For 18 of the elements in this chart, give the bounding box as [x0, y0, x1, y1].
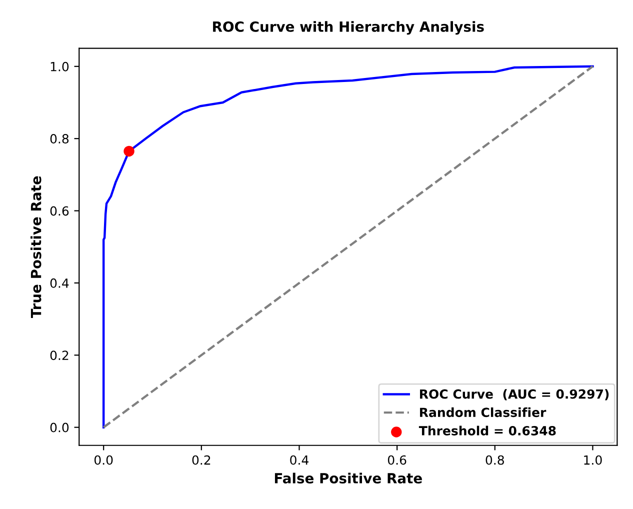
- x-tick-label: 0.2: [192, 455, 210, 465]
- legend-label: Threshold = 0.6348: [418, 426, 556, 436]
- y-tick-label: 0.6: [50, 206, 69, 216]
- x-tick-label: 0.8: [486, 455, 504, 465]
- legend-label: Random Classifier: [420, 407, 546, 418]
- y-tick-label: 0.4: [50, 278, 69, 288]
- y-tick-label: 0.2: [50, 350, 68, 360]
- y-tick-label: 0.8: [50, 134, 69, 144]
- x-tick-label: 0.0: [94, 455, 113, 465]
- chart-title: ROC Curve with Hierarchy Analysis: [213, 21, 484, 35]
- x-tick-label: 0.4: [290, 455, 308, 465]
- x-tick-label: 0.6: [388, 455, 406, 465]
- legend-label: ROC Curve (AUC = 0.9297): [420, 389, 609, 400]
- x-tick-label: 1.0: [584, 455, 602, 465]
- y-tick-label: 0.0: [50, 422, 69, 432]
- y-tick-label: 1.0: [50, 62, 69, 72]
- y-axis-title: True Positive Rate: [30, 176, 42, 318]
- x-axis-title: False Positive Rate: [274, 472, 422, 484]
